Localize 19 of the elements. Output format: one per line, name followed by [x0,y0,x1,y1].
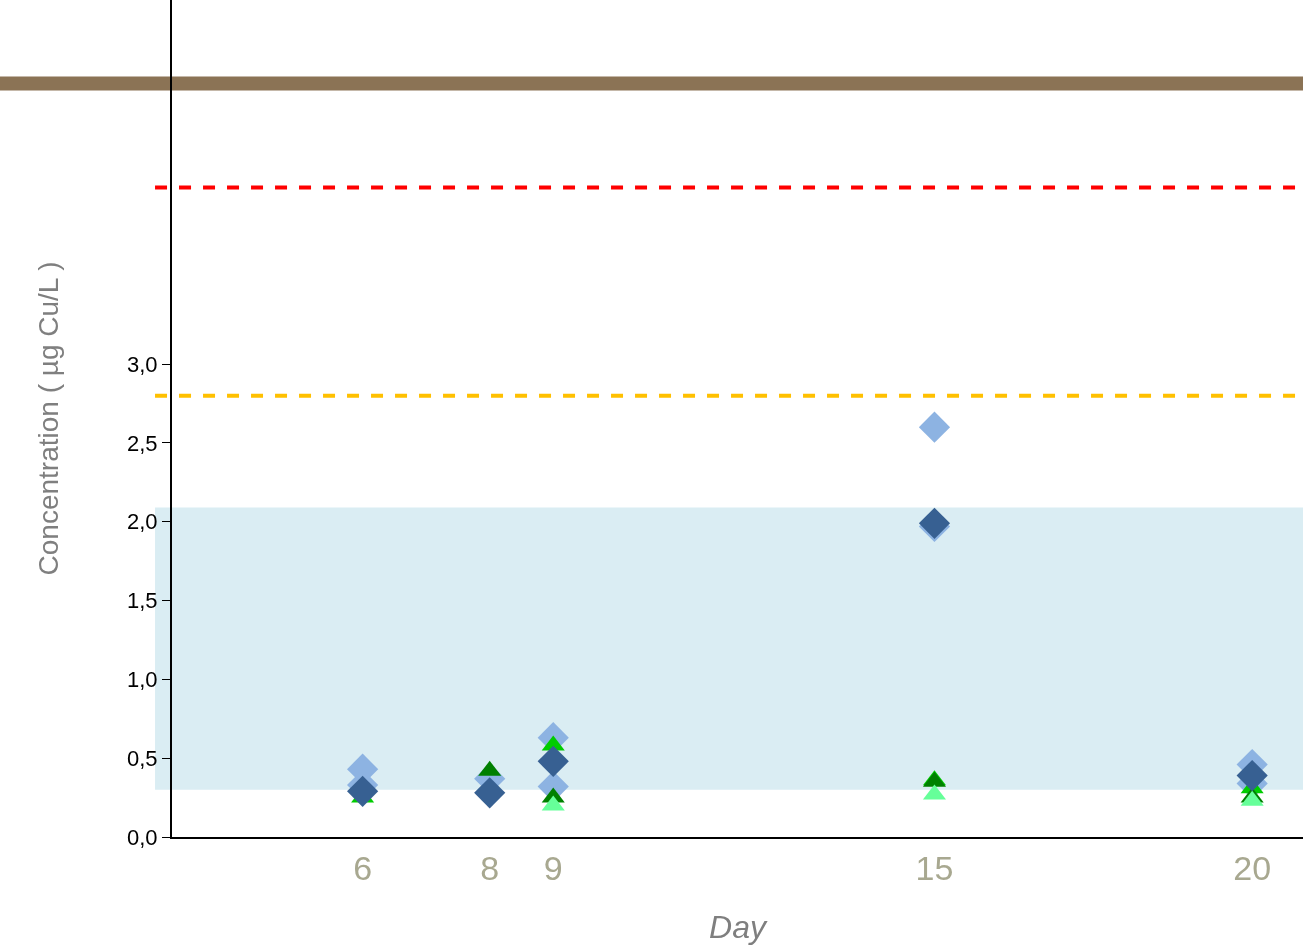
x-tick-label: 8 [480,848,500,887]
y-tick-label: 0,5 [127,745,158,771]
y-tick-label: 2,5 [127,430,158,456]
x-axis-title: Day [709,909,768,945]
x-tick-label: 9 [543,848,563,887]
y-tick-label: 2,0 [127,509,158,535]
x-tick-label: 20 [1233,848,1272,887]
y-tick-label: 1,5 [127,588,158,614]
point [537,745,569,777]
y-axis-title: Concentration ( µg Cu/L ) [33,261,65,576]
x-tick-label: 15 [915,848,954,887]
point [918,411,951,443]
point [1236,759,1268,792]
x-tick-label: 6 [353,848,373,887]
point [474,777,506,809]
y-tick-label: 0,0 [127,824,158,850]
point [347,775,379,807]
y-tick-label: 3,0 [127,351,158,377]
y-tick-label: 1,0 [127,667,158,693]
